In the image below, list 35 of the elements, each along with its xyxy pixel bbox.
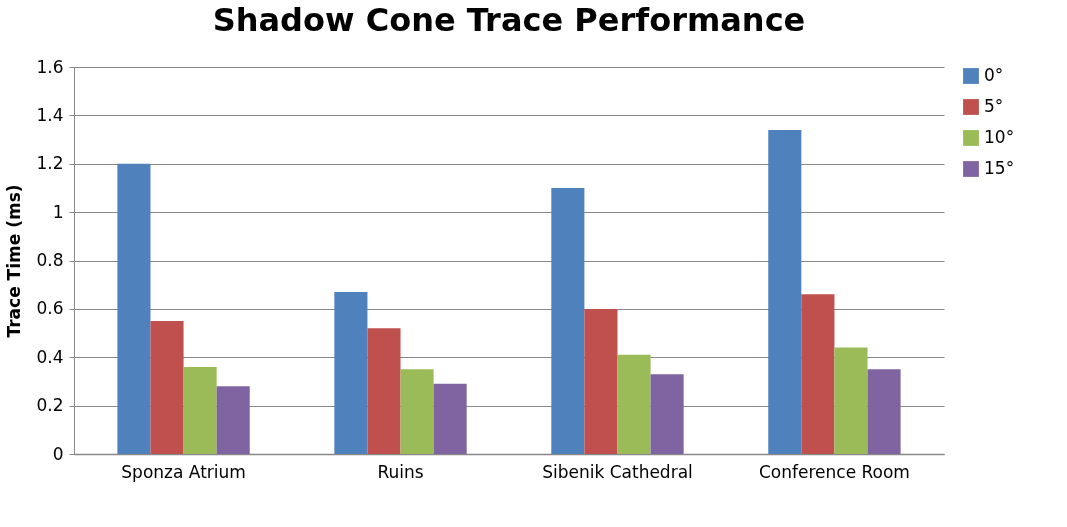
legend-label: 0° bbox=[984, 65, 1004, 85]
bar bbox=[768, 129, 802, 454]
y-tick-label: 0.4 bbox=[36, 346, 64, 367]
y-tick-label: 1.6 bbox=[36, 56, 64, 77]
x-tick-label: Sponza Atrium bbox=[121, 461, 246, 482]
bar bbox=[551, 187, 585, 454]
bar bbox=[617, 354, 651, 454]
y-tick-label: 0 bbox=[52, 443, 64, 464]
bar bbox=[801, 294, 835, 454]
legend-label: 15° bbox=[984, 158, 1015, 178]
bar bbox=[584, 308, 618, 454]
bar bbox=[150, 320, 184, 454]
legend-label: 5° bbox=[984, 96, 1004, 116]
chart-title: Shadow Cone Trace Performance bbox=[212, 1, 806, 39]
bar bbox=[367, 328, 401, 454]
y-tick-label: 1.2 bbox=[36, 153, 64, 174]
bar bbox=[117, 163, 151, 454]
x-tick-label: Conference Room bbox=[758, 461, 910, 482]
legend-label: 10° bbox=[984, 127, 1015, 147]
x-tick-label: Ruins bbox=[377, 461, 424, 482]
bar bbox=[183, 366, 217, 454]
bar bbox=[433, 383, 467, 454]
y-axis-title: Trace Time (ms) bbox=[4, 184, 25, 338]
bar bbox=[867, 369, 901, 454]
bar bbox=[834, 347, 868, 454]
y-tick-label: 1.4 bbox=[36, 104, 64, 125]
x-tick-label: Sibenik Cathedral bbox=[542, 461, 693, 482]
bar bbox=[334, 291, 368, 454]
y-tick-label: 0.8 bbox=[36, 250, 64, 270]
bar bbox=[216, 386, 250, 454]
bar bbox=[650, 374, 684, 454]
bar bbox=[400, 369, 434, 454]
y-tick-label: 0.6 bbox=[36, 298, 64, 319]
y-tick-label: 1 bbox=[52, 201, 64, 222]
y-tick-label: 0.2 bbox=[36, 395, 64, 416]
